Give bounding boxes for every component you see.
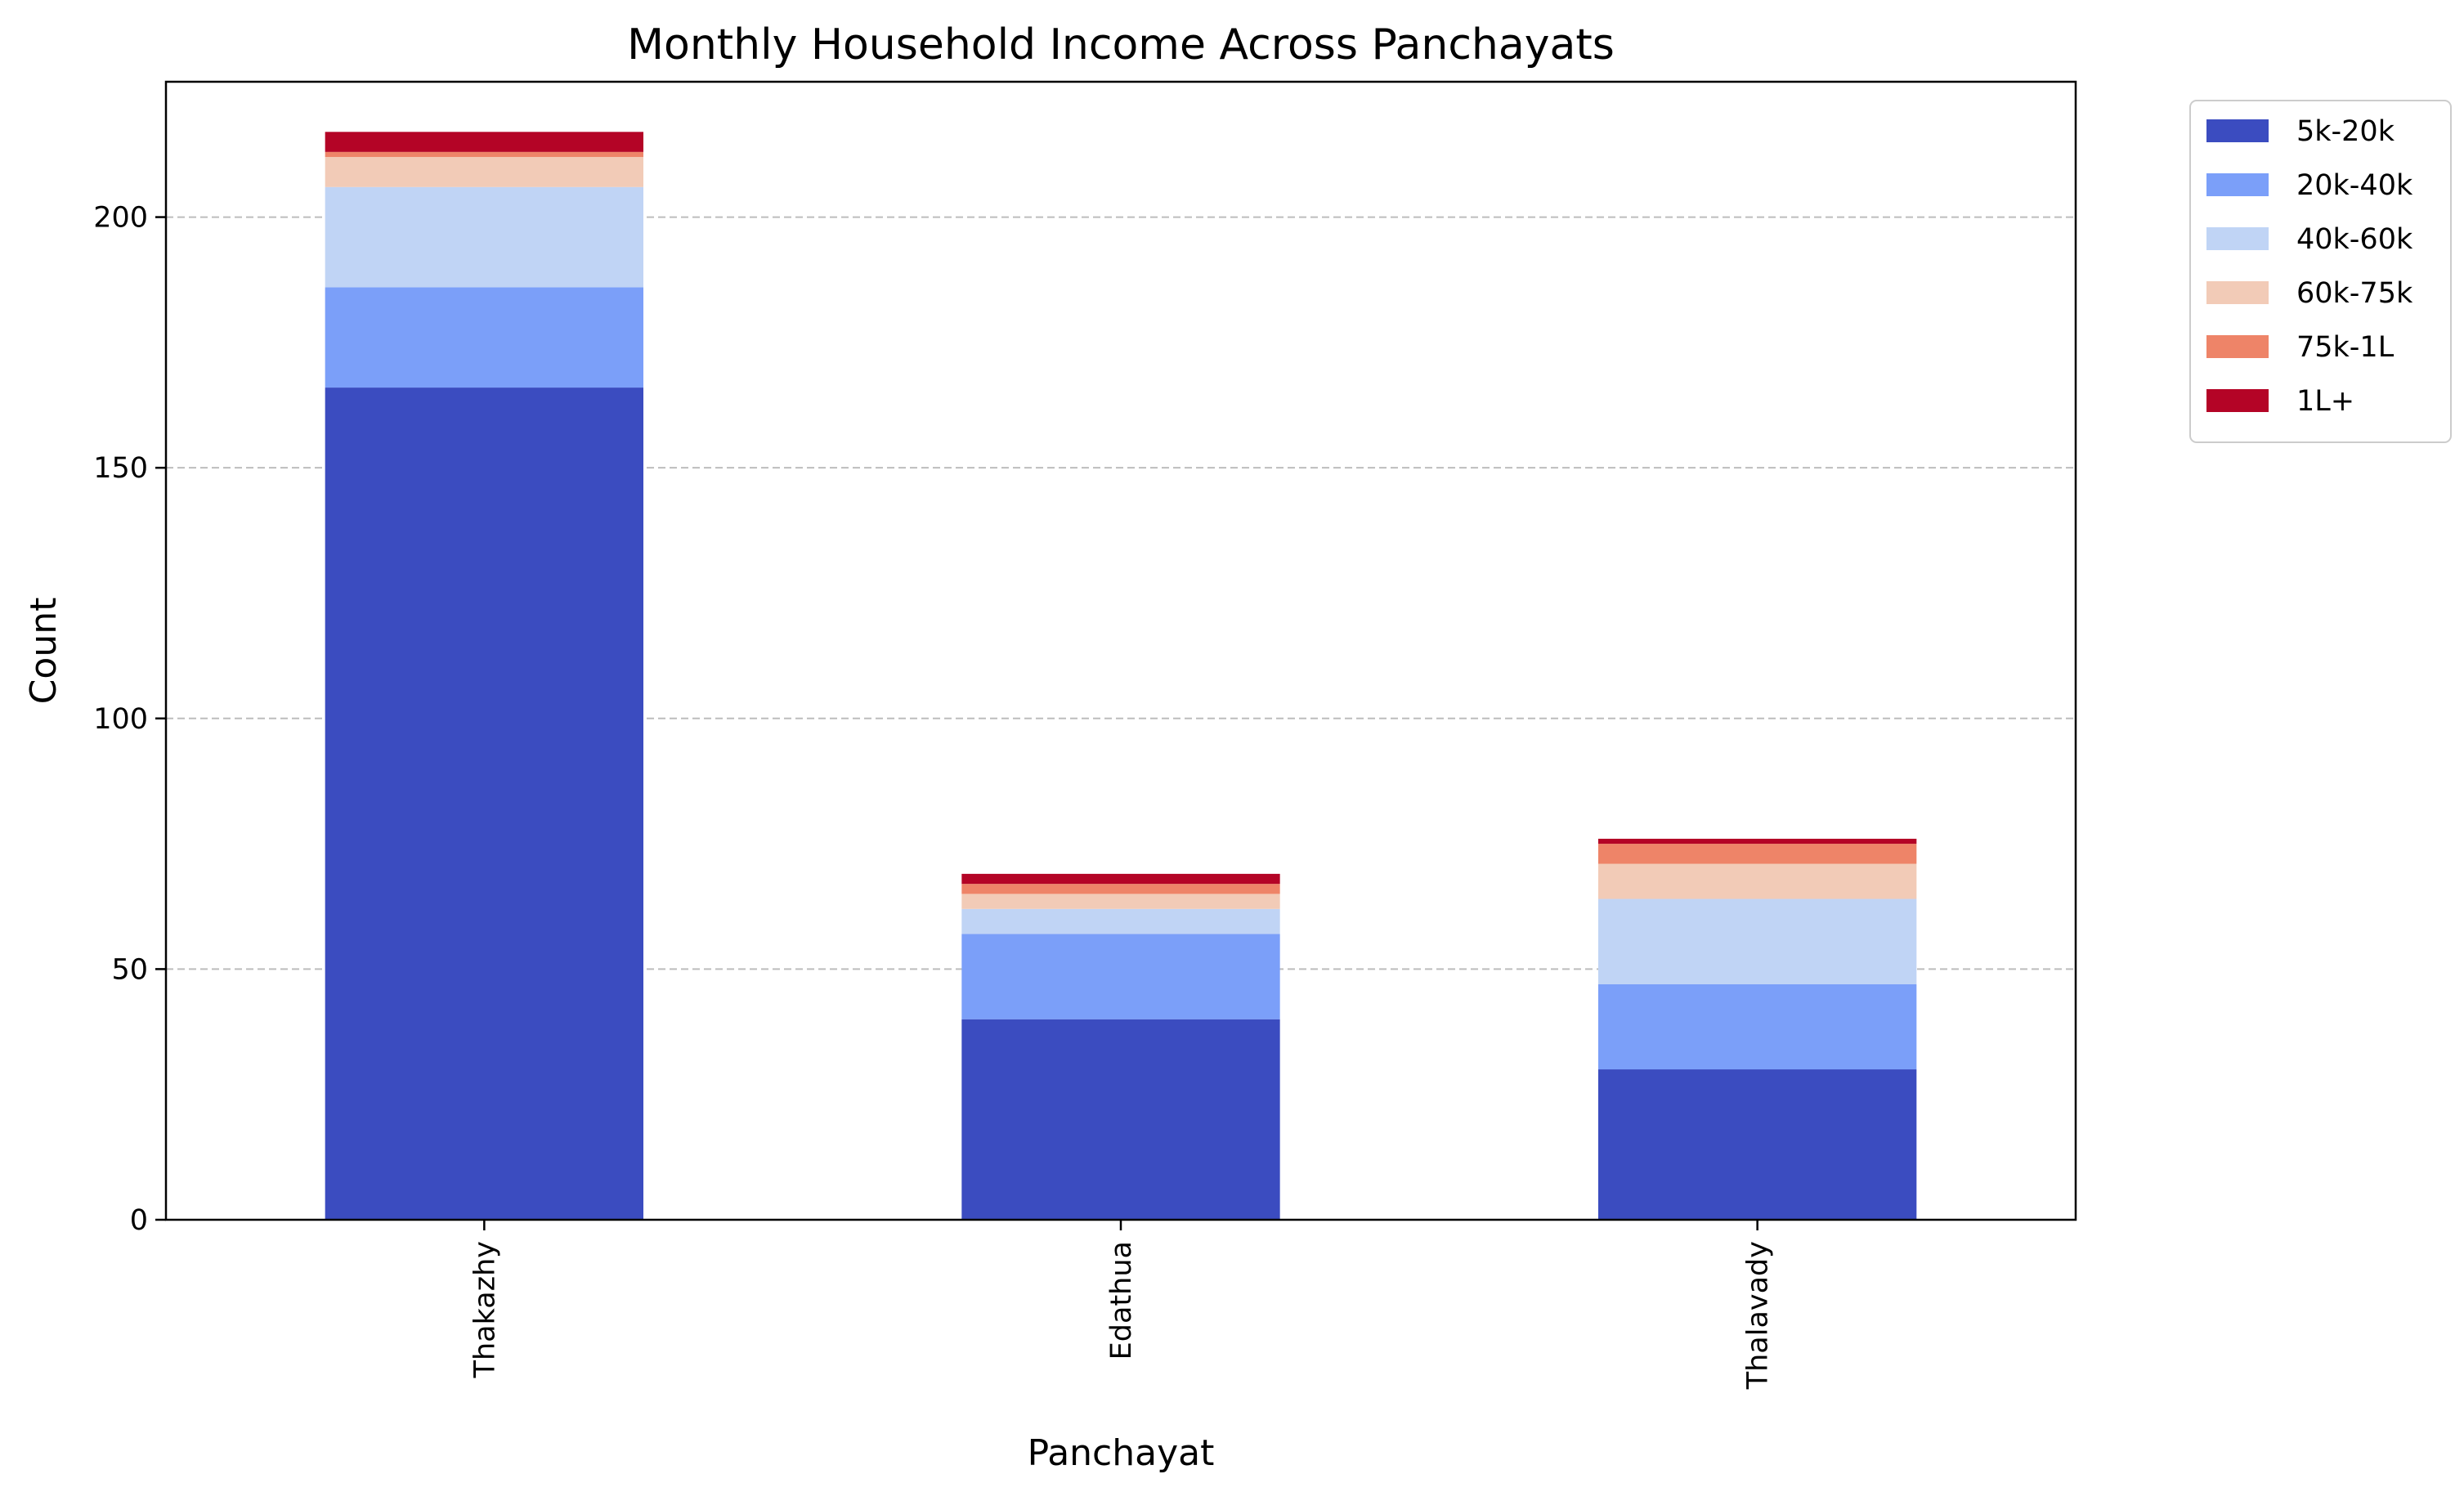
y-tick-label: 0: [130, 1204, 148, 1237]
legend-swatch: [2206, 173, 2269, 196]
bar-thalavady-75k-1l: [1598, 844, 1917, 864]
bar-thalavady-60k-75k: [1598, 863, 1917, 899]
legend: 5k-20k 20k-40k 40k-60k 60k-75k 75k-1L 1L+: [2189, 100, 2452, 443]
x-axis-label: Panchayat: [1028, 1432, 1215, 1474]
legend-swatch: [2206, 281, 2269, 304]
x-axis: Thakazhy Edathua Thalavady: [468, 1220, 1775, 1390]
bar-thalavady-40k-60k: [1598, 898, 1917, 984]
bar-thakazhy-20k-40k: [325, 287, 643, 388]
bar-thalavady-1l-: [1598, 838, 1917, 845]
legend-label: 5k-20k: [2296, 115, 2395, 148]
legend-swatch: [2206, 389, 2269, 412]
legend-label: 60k-75k: [2296, 277, 2413, 310]
legend-swatch: [2206, 119, 2269, 142]
legend-label: 75k-1L: [2296, 331, 2395, 364]
legend-label: 1L+: [2296, 385, 2354, 418]
bar-edathua-40k-60k: [961, 908, 1280, 934]
bar-thakazhy-75k-1l: [325, 151, 643, 157]
y-axis: 0 50 100 150 200: [93, 202, 166, 1237]
y-tick-label: 50: [111, 953, 148, 986]
bar-edathua-1l-: [961, 873, 1280, 885]
bar-edathua-60k-75k: [961, 894, 1280, 909]
bar-thalavady-20k-40k: [1598, 983, 1917, 1070]
y-tick-label: 200: [93, 202, 148, 235]
x-tick-label: Thalavady: [1742, 1241, 1775, 1390]
bar-thakazhy-40k-60k: [325, 186, 643, 288]
y-tick-label: 100: [93, 703, 148, 736]
bar-thalavady-5k-20k: [1598, 1069, 1917, 1220]
chart-title: Monthly Household Income Across Panchaya…: [627, 20, 1615, 69]
bars-layer: [325, 132, 1917, 1221]
legend-label: 20k-40k: [2296, 169, 2413, 202]
legend-swatch: [2206, 335, 2269, 358]
bar-thakazhy-60k-75k: [325, 156, 643, 187]
legend-label: 40k-60k: [2296, 223, 2413, 256]
legend-swatch: [2206, 227, 2269, 250]
bar-thakazhy-5k-20k: [325, 388, 643, 1221]
bar-thakazhy-1l-: [325, 132, 643, 152]
bar-edathua-5k-20k: [961, 1019, 1280, 1220]
bar-edathua-20k-40k: [961, 934, 1280, 1019]
x-tick-label: Edathua: [1105, 1241, 1138, 1360]
y-tick-label: 150: [93, 452, 148, 485]
bar-edathua-75k-1l: [961, 884, 1280, 894]
y-axis-label: Count: [23, 598, 65, 705]
x-tick-label: Thakazhy: [468, 1241, 501, 1378]
